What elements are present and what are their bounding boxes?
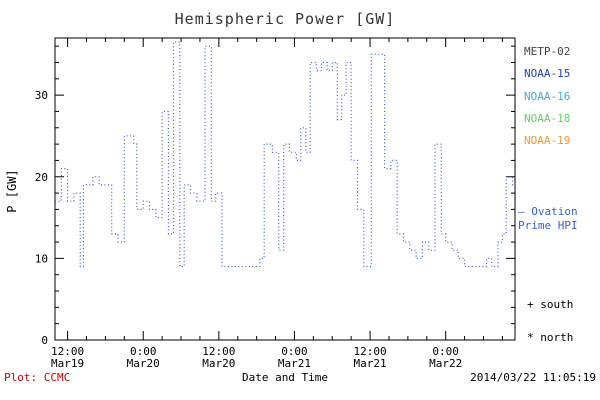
x-tick-label: Mar22 — [429, 357, 462, 370]
x-tick-label: 12:00 — [51, 345, 84, 358]
plot-credit: Plot: CCMC — [4, 371, 71, 384]
legend-north-marker: * north — [527, 331, 574, 344]
x-axis-label: Date and Time — [241, 371, 329, 384]
y-tick-label: 0 — [41, 334, 48, 347]
chart-title: Hemispheric Power [GW] — [174, 10, 396, 28]
x-tick-label: Mar20 — [202, 357, 235, 370]
legend-satellite-label: METP-02 — [524, 45, 571, 58]
x-tick-label: 0:00 — [281, 345, 308, 358]
plot-frame — [54, 37, 516, 341]
legend-satellite-label: NOAA-18 — [524, 112, 571, 125]
legend-satellite-label: NOAA-19 — [524, 134, 571, 147]
x-tick-label: Mar20 — [127, 357, 160, 370]
x-tick-label: Mar21 — [278, 357, 311, 370]
y-tick-label: 10 — [35, 252, 48, 265]
y-tick-label: 30 — [35, 89, 48, 102]
hpi-step-line — [55, 41, 515, 268]
x-tick-label: 12:00 — [202, 345, 235, 358]
legend-ovation-label: — Ovation Prime HPI — [518, 205, 578, 233]
legend-ovation-line1: — Ovation — [518, 205, 578, 218]
plot-timestamp: 2014/03/22 11:05:19 — [470, 371, 596, 384]
x-tick-label: Mar21 — [354, 357, 387, 370]
x-tick-label: 0:00 — [432, 345, 459, 358]
x-tick-label: 12:00 — [354, 345, 387, 358]
x-tick-label: Mar19 — [51, 357, 84, 370]
legend-satellite-label: NOAA-16 — [524, 90, 571, 103]
x-tick-label: 0:00 — [130, 345, 157, 358]
legend-south-marker: + south — [527, 298, 574, 311]
y-tick-label: 20 — [35, 171, 48, 184]
legend-satellite-label: NOAA-15 — [524, 67, 571, 80]
y-axis-label: P [GW] — [5, 169, 19, 213]
legend-ovation-line2: Prime HPI — [518, 219, 578, 232]
